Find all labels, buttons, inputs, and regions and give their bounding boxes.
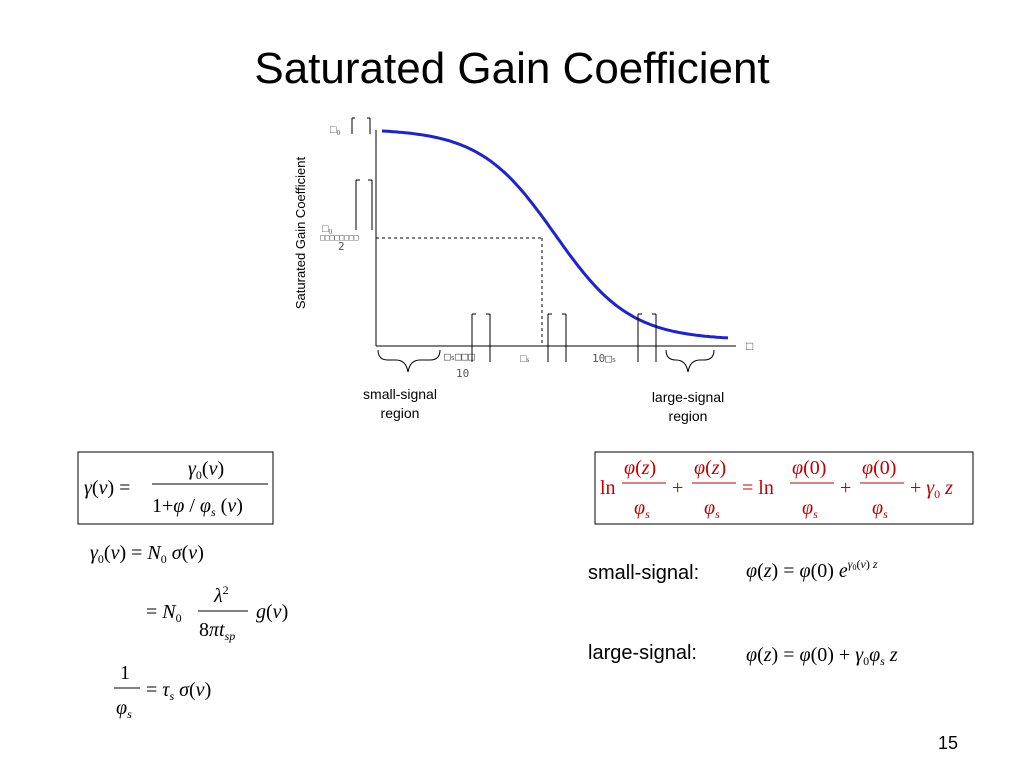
y-tick-mid: □0 bbox=[322, 223, 333, 236]
svg-text:φs: φs bbox=[872, 497, 888, 521]
svg-text:g(ν): g(ν) bbox=[256, 601, 288, 623]
svg-text:+: + bbox=[840, 477, 851, 499]
svg-text:+: + bbox=[672, 477, 683, 499]
x-tick-low-den: 10 bbox=[456, 367, 469, 380]
svg-text:φs: φs bbox=[634, 497, 650, 521]
svg-text:1: 1 bbox=[120, 662, 130, 684]
svg-text:φ(z) = φ(0) eγ0(ν) z: φ(z) = φ(0) eγ0(ν) z bbox=[746, 557, 878, 582]
y-axis-label: Saturated Gain Coefficient bbox=[293, 156, 308, 309]
large-region-brace bbox=[665, 349, 715, 373]
svg-text:λ2: λ2 bbox=[213, 583, 229, 607]
large-region-label: large-signal region bbox=[651, 389, 725, 424]
x-axis-label: □ bbox=[746, 339, 753, 353]
svg-text:γ(ν) =: γ(ν) = bbox=[84, 477, 130, 499]
x-tick-high: 10□s bbox=[592, 352, 616, 365]
svg-text:ln: ln bbox=[600, 477, 616, 499]
slide-title: Saturated Gain Coefficient bbox=[254, 44, 770, 93]
svg-text:φ(z): φ(z) bbox=[624, 457, 656, 479]
svg-text:φs: φs bbox=[802, 497, 818, 521]
page-number: 15 bbox=[937, 733, 958, 753]
equation-box-1 bbox=[77, 451, 274, 525]
small-signal-label: small-signal: bbox=[588, 562, 700, 584]
svg-text:φs: φs bbox=[116, 697, 132, 721]
svg-text:+ γ0 z: + γ0 z bbox=[910, 477, 953, 501]
large-signal-label: large-signal: bbox=[588, 642, 697, 664]
svg-text:φ(0): φ(0) bbox=[792, 457, 826, 479]
bracket-glyph bbox=[351, 117, 373, 230]
x-tick-low: □s□□□ bbox=[444, 350, 475, 363]
y-tick-top: □0 bbox=[330, 124, 341, 137]
y-tick-mid-den: 2 bbox=[338, 240, 345, 253]
svg-text:γ0(ν): γ0(ν) bbox=[188, 458, 224, 482]
svg-text:φ(z): φ(z) bbox=[694, 457, 726, 479]
svg-text:φ(0): φ(0) bbox=[862, 457, 896, 479]
bracket-glyph-x bbox=[471, 313, 657, 362]
svg-text:1+φ / φs (ν): 1+φ / φs (ν) bbox=[152, 495, 243, 519]
svg-text:φs: φs bbox=[704, 497, 720, 521]
svg-text:φ(z) = φ(0) + γ0φs z: φ(z) = φ(0) + γ0φs z bbox=[746, 644, 898, 668]
svg-text:8πtsp: 8πtsp bbox=[199, 619, 235, 643]
equation-box-2 bbox=[594, 451, 974, 525]
y-tick-frac: □□□□□□□□ bbox=[320, 233, 359, 242]
svg-text:= τs σ(ν): = τs σ(ν) bbox=[146, 679, 211, 703]
x-tick-mid: □s bbox=[520, 353, 530, 365]
svg-text:= ln: = ln bbox=[742, 477, 774, 499]
gamma0-equation: γ0(ν) = N0 σ(ν) bbox=[90, 542, 204, 566]
svg-text:= N0: = N0 bbox=[146, 601, 182, 625]
small-region-label: small-signal region bbox=[363, 386, 437, 421]
small-region-brace bbox=[377, 349, 441, 373]
gain-curve bbox=[381, 129, 729, 340]
